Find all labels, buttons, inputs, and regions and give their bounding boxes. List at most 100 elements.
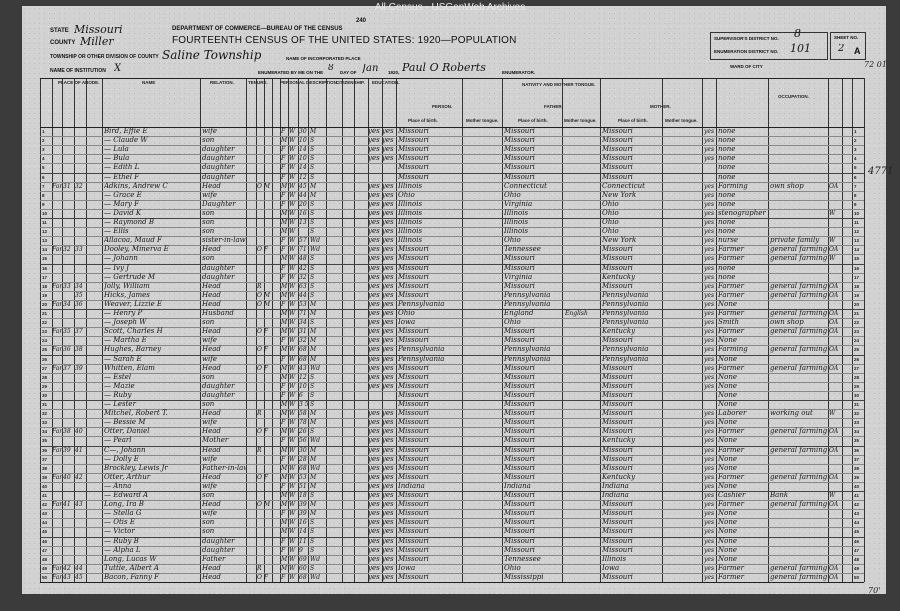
speaks-english: yes: [704, 300, 715, 308]
line-number: 3: [42, 147, 45, 153]
line-number: 42: [854, 502, 860, 508]
mother-birthplace: Missouri: [602, 454, 633, 463]
column-rule: [246, 78, 247, 582]
col-tenure: TENURE.: [248, 80, 268, 85]
age: 45: [299, 182, 307, 190]
marital-status: Wd: [310, 573, 321, 581]
tenure: O F: [257, 346, 268, 354]
father-birthplace: Missouri: [504, 127, 535, 135]
father-birthplace: Missouri: [504, 509, 535, 518]
age: 30: [299, 128, 307, 135]
literacy: yes yes: [368, 263, 394, 272]
tenure: R: [257, 446, 262, 454]
literacy: yes yes: [368, 554, 394, 563]
birthplace: Missouri: [398, 154, 429, 163]
row-rule: [40, 572, 864, 574]
literacy: yes yes: [368, 563, 394, 572]
township-value: Saline Township: [162, 49, 262, 62]
dwelling-number: 33: [63, 282, 71, 290]
race: W: [289, 373, 296, 381]
relation: wife: [202, 481, 217, 490]
county-value: Miller: [80, 36, 114, 48]
row-rule: [40, 145, 864, 147]
race: W: [289, 519, 296, 527]
father-birthplace: Missouri: [504, 381, 535, 390]
race: W: [289, 209, 296, 217]
census-sheet: STATE Missouri COUNTY Miller TOWNSHIP OR…: [22, 6, 893, 595]
sex: M: [281, 310, 288, 317]
person-name: Jolly, William: [104, 281, 150, 290]
line-number: 39: [42, 474, 48, 480]
birthplace: Ohio: [398, 190, 415, 199]
literacy: yes yes: [368, 536, 394, 545]
race: W: [289, 337, 296, 345]
column-rule: [768, 78, 769, 582]
relation: Head: [202, 345, 221, 354]
sex: F: [281, 391, 286, 399]
class-of-worker: OA: [829, 182, 839, 190]
mother-birthplace: Pennsylvania: [602, 354, 649, 363]
occupation: Farmer: [718, 500, 745, 509]
person-name: — Ruby B: [104, 536, 139, 545]
mother-birthplace: Missouri: [602, 390, 633, 399]
industry: general farming: [770, 563, 828, 572]
race: W: [289, 473, 296, 481]
line-number: 48: [854, 556, 860, 562]
row-rule: [40, 509, 864, 511]
marital-status: S: [310, 546, 315, 554]
sex: F: [281, 355, 286, 363]
age: 44: [299, 191, 307, 199]
supervisor-district: 8: [794, 28, 801, 40]
race: W: [289, 446, 296, 454]
col-mother: MOTHER.: [650, 104, 671, 109]
person-name: Bird, Effie E: [104, 127, 148, 135]
birthplace: Missouri: [398, 536, 429, 545]
race: W: [289, 555, 296, 563]
literacy: yes yes: [368, 381, 394, 390]
literacy: yes yes: [368, 236, 394, 245]
father-birthplace: Connecticut: [504, 181, 547, 190]
line-number: 27: [854, 365, 860, 371]
sex: F: [281, 546, 286, 554]
sex: F: [281, 455, 286, 463]
marital-status: S: [310, 146, 315, 154]
line-number: 20: [854, 301, 860, 307]
speaks-english: yes: [704, 501, 715, 509]
person-name: Allacoa, Maud F: [104, 236, 162, 245]
column-rule: [288, 78, 289, 582]
marital-status: S: [310, 492, 315, 499]
occupation: none: [718, 190, 736, 199]
line-number: 23: [42, 329, 48, 335]
line-number: 1: [42, 129, 45, 134]
speaks-english: yes: [704, 337, 715, 345]
line-number: 5: [854, 165, 857, 171]
relation: Head: [202, 363, 221, 372]
column-rule: [280, 78, 281, 582]
relation: daughter: [202, 163, 235, 172]
person-name: — Otis E: [104, 518, 135, 527]
row-rule: [40, 481, 864, 483]
father-birthplace: Ohio: [504, 190, 521, 199]
enumerator-label: ENUMERATOR.: [502, 70, 536, 75]
class-of-worker: W: [829, 255, 836, 263]
occupation: none: [718, 272, 736, 281]
person-name: — Sarah E: [104, 354, 142, 363]
family-number: 42: [75, 473, 83, 481]
marital-status: S: [310, 373, 315, 381]
race: W: [289, 564, 296, 572]
occupation: none: [718, 154, 736, 163]
dwelling-number: 41: [63, 501, 71, 509]
race: W: [289, 137, 296, 145]
col-occupation: OCCUPATION.: [778, 94, 809, 99]
industry: general farming: [770, 345, 828, 354]
industry: general farming: [770, 254, 828, 263]
speaks-english: yes: [704, 510, 715, 518]
column-rule: [562, 78, 563, 582]
line-number: 16: [854, 265, 860, 271]
age: 14: [299, 146, 307, 154]
family-number: 39: [75, 364, 83, 372]
relation: daughter: [202, 545, 235, 554]
col-name: NAME: [142, 80, 156, 85]
line-number: 8: [42, 192, 45, 198]
row-rule: [40, 281, 864, 283]
